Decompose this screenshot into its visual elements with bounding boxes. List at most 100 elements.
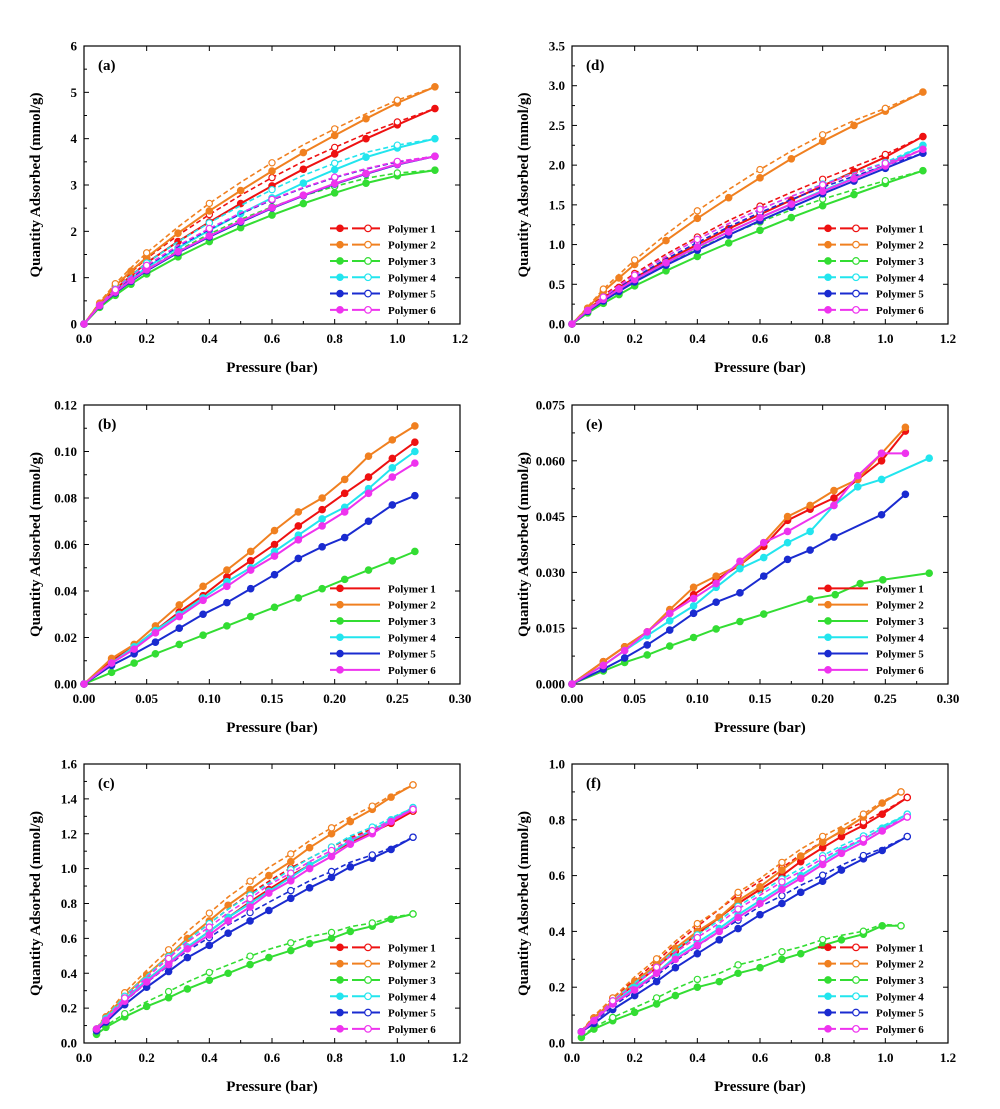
data-point xyxy=(299,148,308,157)
x-axis-title: Pressure (bar) xyxy=(714,720,806,736)
data-point xyxy=(853,483,862,491)
legend-item: Polymer 1 xyxy=(818,223,924,235)
y-tick-label: 1.4 xyxy=(61,791,78,806)
x-tick-label: 0.2 xyxy=(139,1050,155,1065)
legend-item: Polymer 4 xyxy=(818,991,924,1003)
y-tick-label: 2.0 xyxy=(549,158,565,173)
data-point xyxy=(318,515,326,523)
x-tick-label: 0.0 xyxy=(564,331,580,346)
data-point xyxy=(662,236,670,245)
data-point xyxy=(830,486,838,495)
legend-item: Polymer 3 xyxy=(330,616,436,628)
data-point xyxy=(806,546,814,554)
panel-label: (d) xyxy=(586,58,604,74)
desorption-point xyxy=(246,952,254,960)
data-point xyxy=(107,668,116,677)
y-tick-label: 0.02 xyxy=(54,630,77,645)
x-tick-label: 0.15 xyxy=(261,691,284,706)
chart-panel: 0.0 0.2 0.4 0.6 0.8 1.0 1.2 0.0 0.2 0.4 0.6 0.8 1.0 1… xyxy=(28,757,468,1096)
desorption-point xyxy=(287,869,295,877)
legend-label: Polymer 2 xyxy=(388,600,436,612)
data-point xyxy=(330,150,339,158)
x-tick-label: 1.2 xyxy=(940,1050,956,1065)
adsorption-line xyxy=(95,784,414,1030)
legend-marker-open xyxy=(364,305,372,314)
data-point xyxy=(818,201,827,210)
legend-label: Polymer 5 xyxy=(388,649,436,661)
desorption-point xyxy=(205,909,214,917)
x-tick-label: 1.0 xyxy=(389,1050,405,1065)
data-point xyxy=(346,817,355,826)
data-point xyxy=(318,543,326,551)
data-point xyxy=(330,165,339,174)
data-point xyxy=(246,556,255,565)
data-point xyxy=(287,894,295,903)
data-point xyxy=(431,166,439,174)
series-2 xyxy=(568,423,910,688)
x-tick-label: 0.10 xyxy=(686,691,709,706)
legend-marker-open xyxy=(364,289,372,298)
data-point xyxy=(856,579,865,588)
panel-label: (e) xyxy=(586,417,603,433)
x-tick-label: 0.8 xyxy=(327,1050,344,1065)
data-point xyxy=(689,633,698,642)
data-point xyxy=(831,590,840,599)
desorption-point xyxy=(330,143,339,152)
x-tick-label: 0.25 xyxy=(386,691,409,706)
y-tick-label: 0.4 xyxy=(61,966,78,981)
legend-item: Polymer 6 xyxy=(330,1024,436,1036)
data-point xyxy=(246,566,255,574)
data-point xyxy=(796,888,805,897)
data-point xyxy=(265,953,273,962)
data-point xyxy=(174,247,182,256)
series-6 xyxy=(577,813,912,1036)
legend-label: Polymer 3 xyxy=(388,616,436,628)
desorption-line xyxy=(83,169,435,325)
legend: Polymer 1 Polymer 2 Polymer 3 Polymer 4 Poly… xyxy=(330,942,436,1036)
x-tick-label: 0.15 xyxy=(749,691,772,706)
data-point xyxy=(305,843,314,852)
y-tick-label: 5 xyxy=(71,85,78,100)
data-point xyxy=(80,680,88,688)
data-point xyxy=(877,475,886,484)
data-point xyxy=(270,552,279,560)
legend-item: Polymer 2 xyxy=(818,959,924,971)
legend-marker xyxy=(336,273,344,282)
data-point xyxy=(925,569,934,577)
legend-marker xyxy=(824,240,832,249)
desorption-point xyxy=(599,293,608,301)
data-point xyxy=(715,935,724,944)
legend-marker xyxy=(336,976,344,984)
data-point xyxy=(643,628,652,636)
legend-item: Polymer 3 xyxy=(330,256,436,268)
desorption-point xyxy=(859,927,868,935)
legend-marker-open xyxy=(852,1024,860,1033)
y-tick-label: 0.030 xyxy=(536,565,565,580)
data-point xyxy=(736,557,744,566)
x-tick-label: 1.0 xyxy=(877,331,893,346)
data-point xyxy=(689,594,698,603)
data-point xyxy=(246,584,255,593)
data-point xyxy=(806,595,814,603)
y-axis-title: Quantity Adsorbed (mmol/g) xyxy=(516,811,532,996)
legend: Polymer 1 Polymer 2 Polymer 3 Polymer 4 Poly… xyxy=(330,223,436,317)
legend-marker xyxy=(824,992,832,1001)
legend-label: Polymer 4 xyxy=(388,272,436,284)
x-tick-label: 0.8 xyxy=(815,331,832,346)
data-point xyxy=(756,963,764,972)
legend-marker-open xyxy=(852,305,860,314)
series-3 xyxy=(92,910,417,1039)
legend-item: Polymer 6 xyxy=(330,305,436,317)
data-point xyxy=(919,132,927,141)
legend-item: Polymer 5 xyxy=(330,289,436,301)
legend-item: Polymer 4 xyxy=(818,272,924,284)
desorption-point xyxy=(409,805,417,814)
x-axis-title: Pressure (bar) xyxy=(226,360,318,376)
desorption-point xyxy=(121,1009,129,1018)
desorption-point xyxy=(881,104,890,113)
desorption-point xyxy=(778,878,786,886)
x-tick-label: 0.20 xyxy=(323,691,346,706)
x-tick-label: 0.05 xyxy=(623,691,646,706)
data-point xyxy=(205,207,214,215)
series-6 xyxy=(80,459,419,688)
